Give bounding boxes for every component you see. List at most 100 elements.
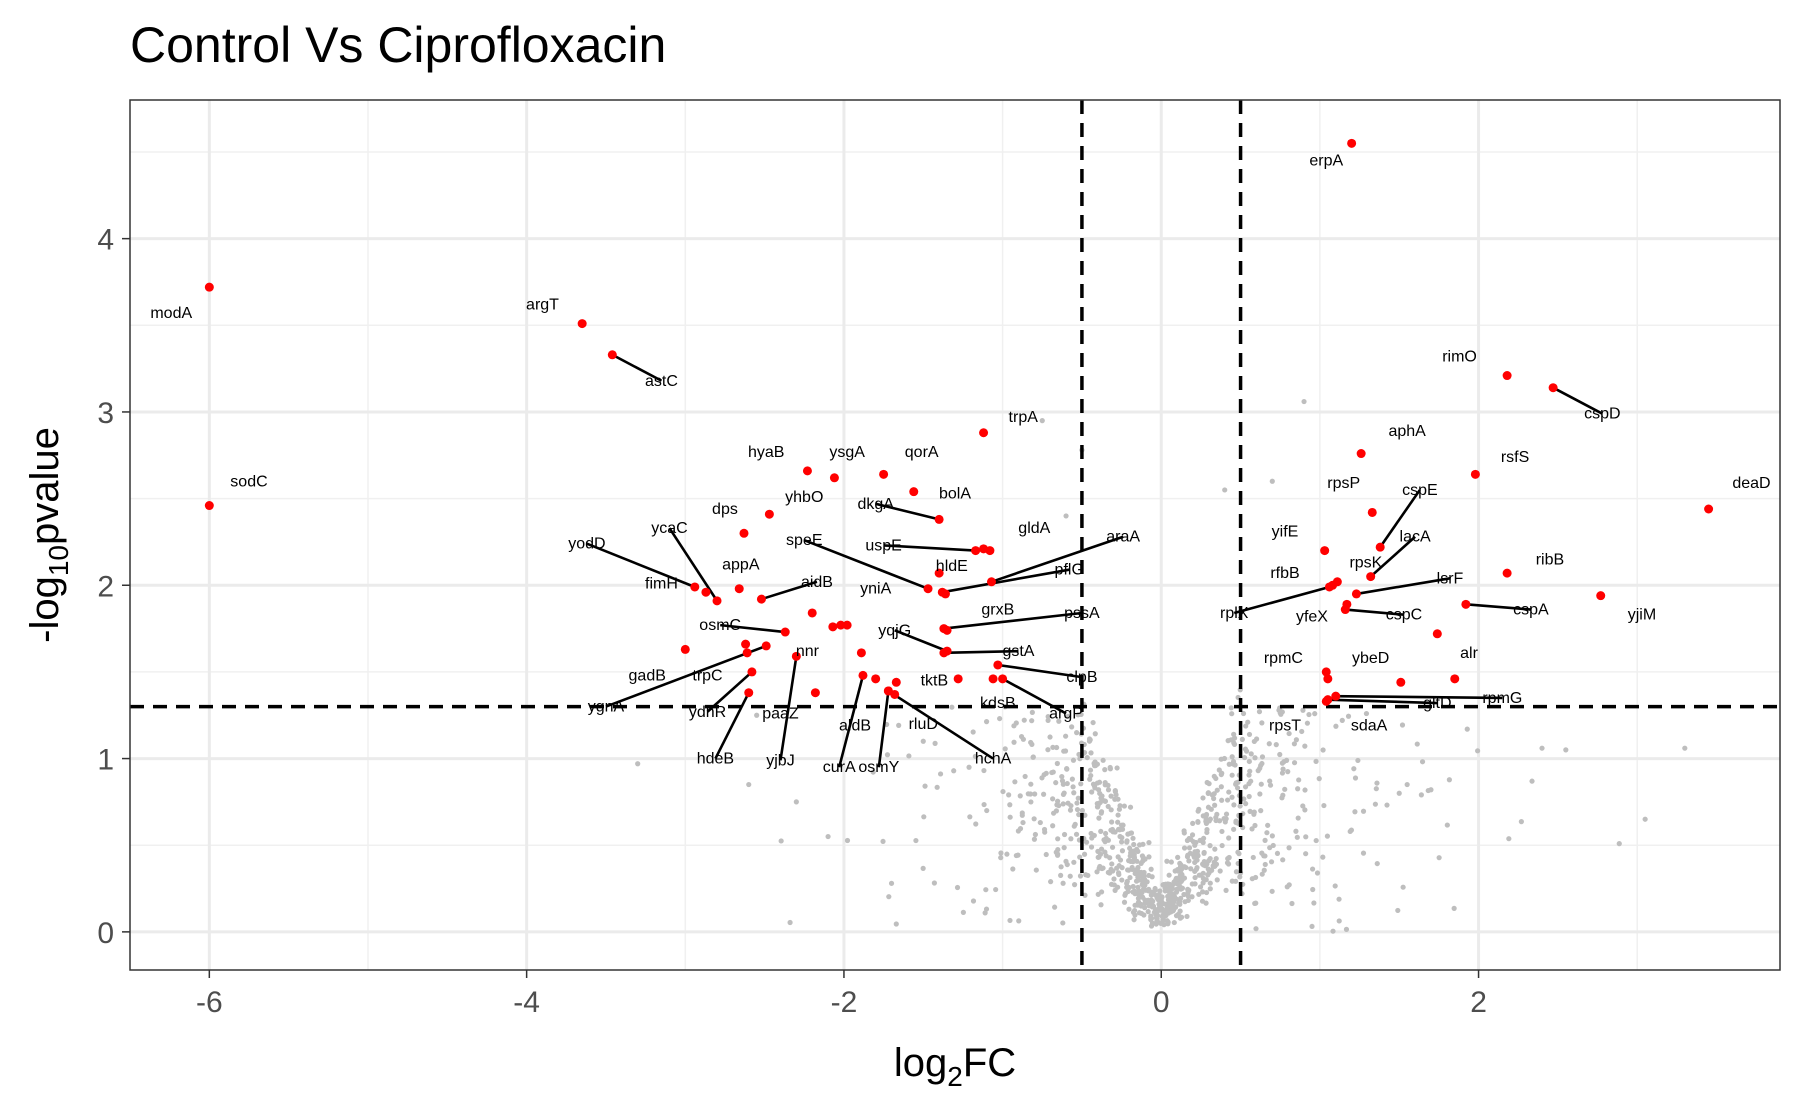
background-point <box>1115 796 1121 802</box>
label-connector <box>706 670 753 713</box>
background-point <box>1056 802 1062 809</box>
background-point <box>1373 786 1379 792</box>
background-point <box>888 880 895 886</box>
gene-label-grxB: grxB <box>981 602 1014 619</box>
background-point <box>1174 876 1180 882</box>
background-point <box>1175 854 1181 860</box>
background-point <box>1128 850 1134 856</box>
gene-label-lacA: lacA <box>1400 529 1431 546</box>
background-point <box>1237 874 1243 880</box>
background-point <box>1108 793 1114 799</box>
background-point <box>1192 842 1198 848</box>
background-point <box>1309 866 1316 872</box>
gene-label-uspE: uspE <box>865 537 901 554</box>
significant-point <box>1356 449 1366 459</box>
background-point <box>1314 870 1321 876</box>
background-point <box>1173 896 1179 902</box>
gene-label-osmC: osmC <box>699 617 741 634</box>
background-point <box>1310 886 1316 893</box>
significant-point <box>858 670 868 680</box>
background-point <box>1279 770 1286 776</box>
background-point <box>1157 888 1163 894</box>
background-point <box>1115 870 1122 876</box>
background-point <box>1195 819 1201 825</box>
background-point <box>1078 781 1084 787</box>
significant-point <box>1548 383 1558 393</box>
gene-label-deaD: deaD <box>1732 475 1770 492</box>
background-point <box>1296 777 1302 783</box>
background-point <box>1125 888 1131 895</box>
background-point <box>1154 895 1160 901</box>
background-point <box>1050 823 1056 829</box>
background-point <box>1269 833 1275 839</box>
label-connector <box>1233 585 1330 615</box>
background-point <box>1207 886 1213 892</box>
background-point <box>1372 801 1378 807</box>
background-point <box>1074 806 1081 813</box>
background-point <box>1022 773 1028 780</box>
background-point <box>1212 863 1218 869</box>
background-point <box>1384 802 1390 808</box>
background-point <box>635 761 641 767</box>
background-point <box>960 909 966 915</box>
background-point <box>1285 769 1291 775</box>
background-point <box>921 814 927 820</box>
significant-point <box>764 509 774 519</box>
background-point <box>1045 717 1051 724</box>
background-point <box>1333 723 1339 729</box>
background-point <box>1146 839 1152 846</box>
background-point <box>1205 872 1211 878</box>
significant-point <box>1450 674 1460 684</box>
background-point <box>1313 837 1319 844</box>
background-point <box>1195 808 1201 814</box>
background-point <box>1054 852 1061 858</box>
gene-label-appA: appA <box>722 556 760 573</box>
nonsignificant-points <box>635 398 1688 934</box>
significant-point <box>204 501 214 511</box>
x-axis: -6 -4 -2 0 2 <box>196 970 1487 1019</box>
background-point <box>1158 896 1164 903</box>
significant-point <box>1375 542 1385 552</box>
background-point <box>966 764 972 770</box>
gene-label-gadB: gadB <box>629 667 666 684</box>
label-connector <box>1369 535 1416 578</box>
background-point <box>1060 880 1066 886</box>
label-connector <box>1001 677 1067 715</box>
background-point <box>1119 877 1125 883</box>
background-point <box>1642 816 1648 822</box>
background-point <box>1302 743 1308 749</box>
background-point <box>1065 713 1071 719</box>
significant-point <box>607 350 617 360</box>
y-tick-label: 1 <box>97 744 114 777</box>
significant-point <box>1323 674 1333 684</box>
background-point <box>1268 859 1275 865</box>
background-point <box>1436 855 1442 861</box>
background-point <box>1039 418 1045 424</box>
background-point <box>1164 858 1170 864</box>
background-point <box>1017 793 1023 799</box>
significant-point <box>842 620 852 630</box>
background-point <box>1330 928 1336 934</box>
background-point <box>1033 867 1039 873</box>
significant-point <box>712 596 722 606</box>
background-point <box>1068 836 1074 842</box>
background-point <box>1250 854 1256 861</box>
background-point <box>1081 851 1088 857</box>
background-point <box>1142 905 1148 911</box>
label-connector <box>1345 608 1405 617</box>
significant-point <box>979 428 989 438</box>
background-point <box>1324 833 1331 839</box>
background-point <box>1049 769 1055 776</box>
background-point <box>1020 819 1026 826</box>
significant-point <box>939 624 949 634</box>
significant-point <box>871 674 881 684</box>
background-point <box>1205 866 1211 872</box>
background-point <box>1251 811 1257 817</box>
background-point <box>1144 879 1150 885</box>
background-point <box>1126 906 1132 912</box>
gene-label-pssA: pssA <box>1064 605 1100 622</box>
background-point <box>1200 813 1206 819</box>
background-point <box>1252 755 1258 761</box>
background-point <box>1188 866 1194 872</box>
background-point <box>1280 857 1286 863</box>
